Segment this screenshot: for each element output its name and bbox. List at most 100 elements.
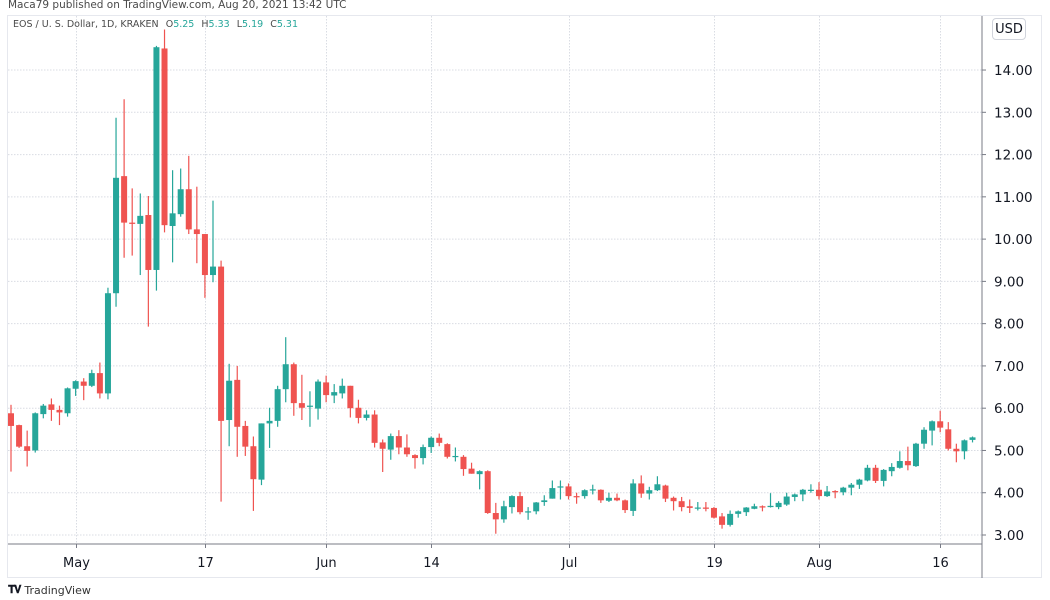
candle[interactable] xyxy=(339,378,346,399)
candle[interactable] xyxy=(266,407,273,448)
candle[interactable] xyxy=(646,486,653,500)
candle[interactable] xyxy=(331,384,338,404)
candle[interactable] xyxy=(121,99,128,258)
candle[interactable] xyxy=(452,447,459,462)
candle[interactable] xyxy=(921,427,928,449)
candle[interactable] xyxy=(161,29,168,233)
candle[interactable] xyxy=(727,510,734,527)
candle[interactable] xyxy=(824,485,831,497)
candle[interactable] xyxy=(436,433,443,447)
candle[interactable] xyxy=(185,155,192,235)
candle[interactable] xyxy=(799,488,806,502)
candle[interactable] xyxy=(492,502,499,534)
candle[interactable] xyxy=(169,170,176,263)
candle[interactable] xyxy=(484,470,491,514)
candle[interactable] xyxy=(775,501,782,510)
candle[interactable] xyxy=(24,430,31,467)
candle[interactable] xyxy=(573,492,580,504)
candle[interactable] xyxy=(371,410,378,448)
candle[interactable] xyxy=(258,423,265,486)
candle[interactable] xyxy=(226,363,233,447)
candle[interactable] xyxy=(702,502,709,512)
candle[interactable] xyxy=(961,439,968,460)
candle[interactable] xyxy=(363,410,370,421)
candle[interactable] xyxy=(104,287,111,400)
candle[interactable] xyxy=(694,502,701,511)
candle[interactable] xyxy=(929,420,936,446)
candle[interactable] xyxy=(678,496,685,512)
candle[interactable] xyxy=(735,510,742,518)
candle[interactable] xyxy=(816,482,822,500)
candle[interactable] xyxy=(832,490,839,499)
candle[interactable] xyxy=(888,463,895,477)
candle[interactable] xyxy=(654,476,661,492)
candle[interactable] xyxy=(904,446,911,471)
candle[interactable] xyxy=(72,380,79,396)
candle[interactable] xyxy=(751,503,758,510)
candle[interactable] xyxy=(880,469,887,487)
candle[interactable] xyxy=(630,479,637,516)
candle[interactable] xyxy=(912,442,919,467)
candle[interactable] xyxy=(710,507,717,519)
candle[interactable] xyxy=(468,462,475,474)
candle[interactable] xyxy=(56,405,63,426)
candle[interactable] xyxy=(533,502,540,515)
candle[interactable] xyxy=(581,489,588,499)
candle[interactable] xyxy=(743,507,750,516)
candle[interactable] xyxy=(638,475,645,498)
candle[interactable] xyxy=(145,195,152,327)
candle[interactable] xyxy=(420,444,427,465)
candle[interactable] xyxy=(969,436,976,443)
candle[interactable] xyxy=(767,493,774,508)
candle[interactable] xyxy=(686,499,693,514)
candle[interactable] xyxy=(476,470,483,490)
candle[interactable] xyxy=(242,420,249,456)
candle[interactable] xyxy=(379,439,386,473)
candle[interactable] xyxy=(113,117,120,307)
candle[interactable] xyxy=(670,496,677,511)
candle[interactable] xyxy=(622,499,629,514)
candle[interactable] xyxy=(153,45,160,291)
candle[interactable] xyxy=(8,404,14,472)
candle[interactable] xyxy=(210,200,216,283)
candle[interactable] xyxy=(306,391,313,427)
candle[interactable] xyxy=(403,434,410,457)
candle[interactable] xyxy=(137,193,144,276)
candle[interactable] xyxy=(896,451,903,469)
candle[interactable] xyxy=(290,362,297,416)
candle[interactable] xyxy=(541,495,548,506)
candle[interactable] xyxy=(274,385,281,427)
candle[interactable] xyxy=(791,493,798,502)
candle[interactable] xyxy=(565,483,572,500)
candle[interactable] xyxy=(395,430,402,455)
candle[interactable] xyxy=(315,379,322,420)
candle[interactable] xyxy=(549,480,556,499)
candle[interactable] xyxy=(444,443,451,459)
candle[interactable] xyxy=(355,399,362,424)
candle[interactable] xyxy=(16,424,23,448)
candle[interactable] xyxy=(298,374,305,421)
candle[interactable] xyxy=(953,443,960,463)
candle[interactable] xyxy=(759,505,766,512)
candle[interactable] xyxy=(88,369,95,388)
candle[interactable] xyxy=(864,464,871,482)
candle[interactable] xyxy=(250,436,257,511)
candle[interactable] xyxy=(614,493,620,502)
candle[interactable] xyxy=(32,412,39,453)
candle[interactable] xyxy=(872,464,879,484)
candle[interactable] xyxy=(597,489,604,503)
tradingview-logo-icon[interactable]: 𝐓𝐕 xyxy=(8,583,21,596)
candle[interactable] xyxy=(807,484,814,493)
candle[interactable] xyxy=(945,422,952,451)
candle[interactable] xyxy=(282,337,289,403)
candle[interactable] xyxy=(201,234,208,298)
candle[interactable] xyxy=(347,385,354,418)
candle[interactable] xyxy=(783,492,790,506)
candle[interactable] xyxy=(525,507,532,520)
currency-button[interactable]: USD xyxy=(992,18,1026,40)
candle[interactable] xyxy=(589,484,596,495)
candle[interactable] xyxy=(323,375,330,403)
candle[interactable] xyxy=(40,403,47,419)
candle[interactable] xyxy=(412,454,418,469)
candle[interactable] xyxy=(460,455,467,476)
